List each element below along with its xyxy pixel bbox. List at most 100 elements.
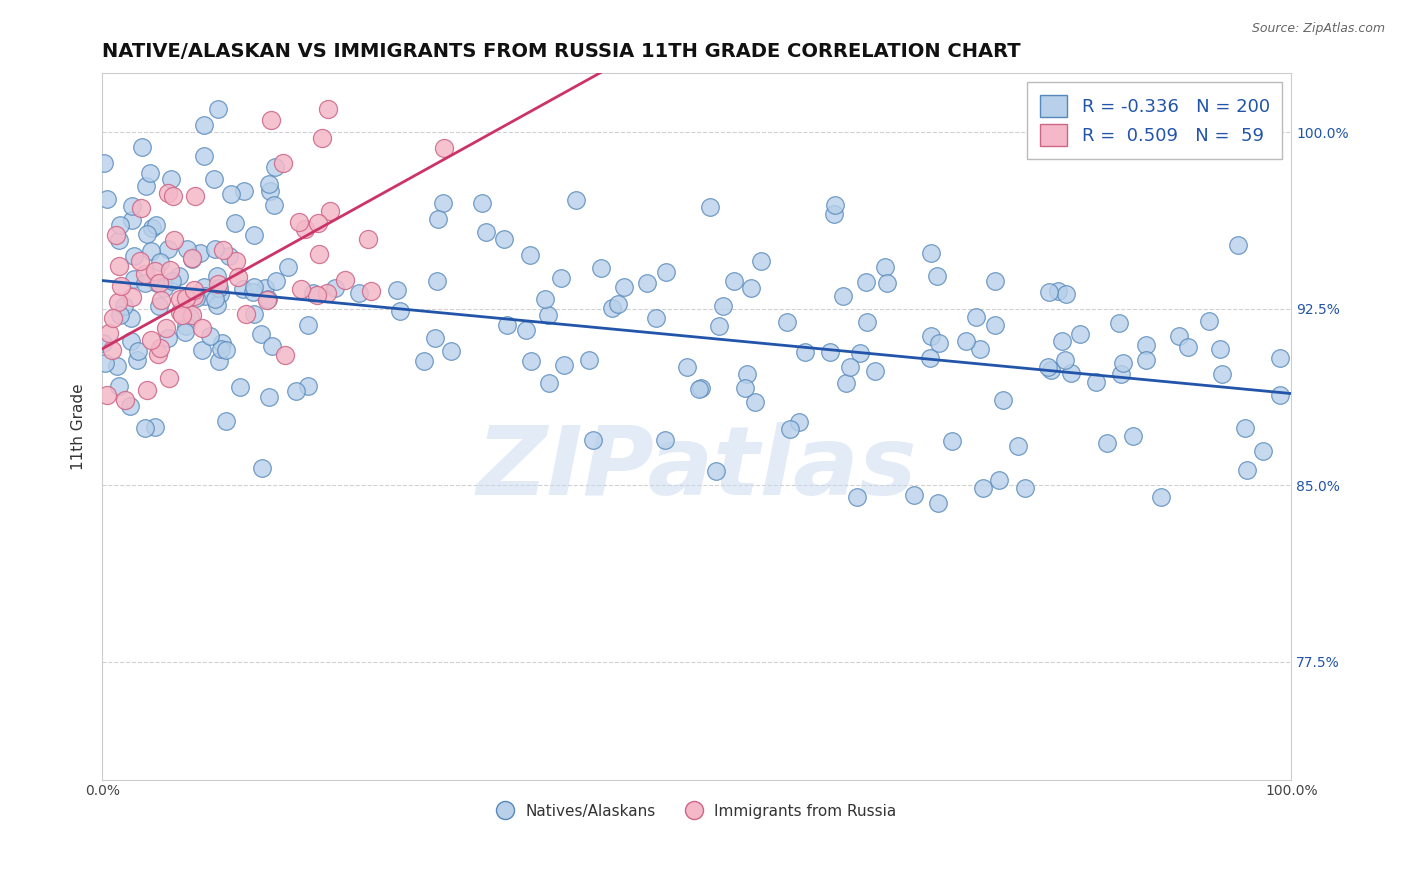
- Point: [226, 269, 249, 284]
- Point: [145, 219, 167, 233]
- Point: [252, 460, 274, 475]
- Point: [1149, 491, 1171, 505]
- Point: [202, 171, 225, 186]
- Point: [243, 279, 266, 293]
- Point: [775, 315, 797, 329]
- Point: [257, 177, 280, 191]
- Point: [208, 287, 231, 301]
- Point: [413, 353, 436, 368]
- Point: [204, 292, 226, 306]
- Point: [121, 198, 143, 212]
- Point: [984, 274, 1007, 288]
- Point: [218, 249, 240, 263]
- Point: [779, 422, 801, 436]
- Point: [302, 285, 325, 300]
- Point: [941, 434, 963, 449]
- Point: [232, 282, 254, 296]
- Point: [212, 243, 235, 257]
- Point: [308, 247, 330, 261]
- Point: [108, 233, 131, 247]
- Point: [319, 203, 342, 218]
- Point: [156, 331, 179, 345]
- Point: [925, 268, 948, 283]
- Point: [157, 243, 180, 257]
- Point: [578, 352, 600, 367]
- Point: [515, 323, 537, 337]
- Point: [1268, 351, 1291, 366]
- Point: [235, 307, 257, 321]
- Point: [162, 189, 184, 203]
- Point: [347, 285, 370, 300]
- Point: [167, 269, 190, 284]
- Point: [250, 326, 273, 341]
- Point: [134, 267, 156, 281]
- Point: [176, 243, 198, 257]
- Point: [183, 283, 205, 297]
- Point: [193, 118, 215, 132]
- Point: [955, 334, 977, 348]
- Point: [1177, 340, 1199, 354]
- Point: [143, 420, 166, 434]
- Point: [1167, 329, 1189, 343]
- Point: [110, 308, 132, 322]
- Point: [965, 310, 987, 324]
- Point: [737, 367, 759, 381]
- Point: [316, 102, 339, 116]
- Point: [256, 292, 278, 306]
- Point: [689, 381, 711, 395]
- Point: [565, 193, 588, 207]
- Point: [1050, 334, 1073, 348]
- Point: [188, 246, 211, 260]
- Point: [613, 279, 636, 293]
- Point: [287, 215, 309, 229]
- Point: [533, 293, 555, 307]
- Point: [107, 294, 129, 309]
- Point: [139, 334, 162, 348]
- Point: [1095, 436, 1118, 450]
- Point: [120, 334, 142, 348]
- Point: [316, 285, 339, 300]
- Point: [190, 343, 212, 357]
- Point: [969, 342, 991, 356]
- Point: [148, 277, 170, 291]
- Point: [426, 274, 449, 288]
- Point: [157, 186, 180, 200]
- Point: [135, 227, 157, 242]
- Point: [1251, 443, 1274, 458]
- Point: [284, 384, 307, 399]
- Point: [918, 351, 941, 365]
- Point: [193, 149, 215, 163]
- Point: [91, 336, 114, 351]
- Point: [1112, 356, 1135, 370]
- Point: [180, 252, 202, 267]
- Point: [433, 141, 456, 155]
- Point: [1122, 429, 1144, 443]
- Point: [1007, 439, 1029, 453]
- Point: [135, 178, 157, 193]
- Point: [1226, 238, 1249, 252]
- Point: [121, 290, 143, 304]
- Point: [496, 318, 519, 332]
- Point: [122, 271, 145, 285]
- Point: [150, 293, 173, 307]
- Point: [205, 297, 228, 311]
- Point: [920, 246, 942, 260]
- Point: [920, 328, 942, 343]
- Y-axis label: 11th Grade: 11th Grade: [72, 384, 86, 470]
- Point: [146, 347, 169, 361]
- Point: [134, 276, 156, 290]
- Point: [636, 277, 658, 291]
- Point: [297, 318, 319, 332]
- Point: [125, 353, 148, 368]
- Point: [120, 311, 142, 326]
- Point: [173, 325, 195, 339]
- Point: [1060, 366, 1083, 380]
- Point: [835, 376, 858, 391]
- Text: ZIPatlas: ZIPatlas: [477, 423, 917, 516]
- Point: [277, 260, 299, 275]
- Point: [711, 299, 734, 313]
- Point: [105, 359, 128, 374]
- Point: [550, 271, 572, 285]
- Point: [751, 254, 773, 268]
- Point: [927, 496, 949, 510]
